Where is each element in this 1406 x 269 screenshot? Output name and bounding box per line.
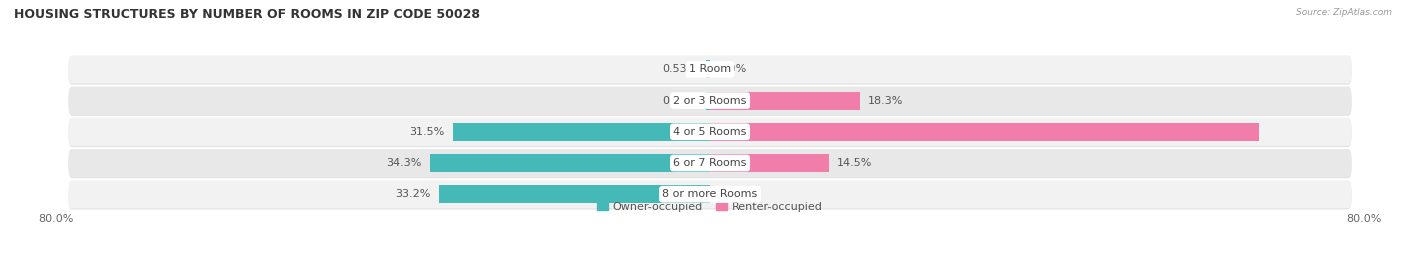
- Text: 1 Room: 1 Room: [689, 64, 731, 75]
- Bar: [706, 91, 710, 110]
- Bar: [710, 123, 1260, 141]
- Bar: [453, 123, 710, 141]
- Text: 0.53%: 0.53%: [662, 95, 697, 106]
- Text: 4 or 5 Rooms: 4 or 5 Rooms: [673, 127, 747, 137]
- FancyBboxPatch shape: [69, 118, 1351, 146]
- Bar: [710, 154, 828, 172]
- FancyBboxPatch shape: [69, 150, 1351, 178]
- Text: 34.3%: 34.3%: [387, 158, 422, 168]
- Text: 0.0%: 0.0%: [718, 189, 747, 199]
- Legend: Owner-occupied, Renter-occupied: Owner-occupied, Renter-occupied: [593, 198, 827, 217]
- Text: 6 or 7 Rooms: 6 or 7 Rooms: [673, 158, 747, 168]
- Text: 2 or 3 Rooms: 2 or 3 Rooms: [673, 95, 747, 106]
- FancyBboxPatch shape: [69, 119, 1351, 147]
- Text: 33.2%: 33.2%: [395, 189, 430, 199]
- FancyBboxPatch shape: [69, 55, 1351, 83]
- Text: Source: ZipAtlas.com: Source: ZipAtlas.com: [1296, 8, 1392, 17]
- FancyBboxPatch shape: [69, 180, 1351, 208]
- FancyBboxPatch shape: [69, 149, 1351, 177]
- Text: HOUSING STRUCTURES BY NUMBER OF ROOMS IN ZIP CODE 50028: HOUSING STRUCTURES BY NUMBER OF ROOMS IN…: [14, 8, 479, 21]
- Bar: [439, 185, 710, 203]
- Bar: [706, 60, 710, 79]
- Bar: [710, 91, 859, 110]
- Text: 0.0%: 0.0%: [718, 64, 747, 75]
- Text: 14.5%: 14.5%: [837, 158, 872, 168]
- Text: 0.53%: 0.53%: [662, 64, 697, 75]
- Text: 8 or more Rooms: 8 or more Rooms: [662, 189, 758, 199]
- Text: 18.3%: 18.3%: [868, 95, 903, 106]
- FancyBboxPatch shape: [69, 88, 1351, 116]
- FancyBboxPatch shape: [69, 56, 1351, 85]
- FancyBboxPatch shape: [69, 87, 1351, 115]
- Text: 67.2%: 67.2%: [1208, 127, 1247, 137]
- Bar: [430, 154, 710, 172]
- FancyBboxPatch shape: [69, 181, 1351, 210]
- Text: 31.5%: 31.5%: [409, 127, 444, 137]
